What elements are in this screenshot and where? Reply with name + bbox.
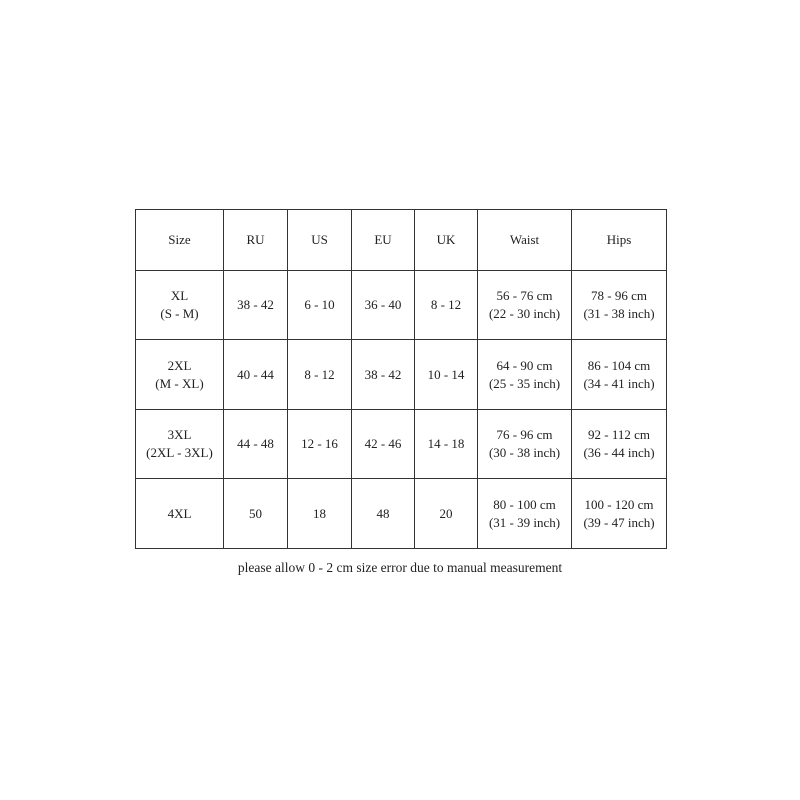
table-cell: 4XL bbox=[135, 478, 224, 549]
cell-text: (39 - 47 inch) bbox=[583, 514, 655, 530]
table-cell: 2XL (M - XL) bbox=[135, 339, 224, 410]
column-header: Hips bbox=[571, 209, 667, 271]
cell-text: 8 - 12 bbox=[304, 366, 335, 382]
cell-text: 14 - 18 bbox=[427, 436, 465, 451]
cell-text: 42 - 46 bbox=[364, 436, 402, 451]
cell-text: (36 - 44 inch) bbox=[583, 445, 655, 460]
cell-text: 38 - 42 bbox=[364, 366, 402, 382]
cell-text: (31 - 39 inch) bbox=[488, 514, 561, 530]
cell-text: (30 - 38 inch) bbox=[488, 445, 561, 460]
table-cell: 44 - 48 bbox=[223, 409, 288, 479]
cell-text: 56 - 76 cm bbox=[496, 288, 553, 303]
table-cell: 40 - 44 bbox=[223, 339, 288, 410]
column-header: Waist bbox=[477, 209, 572, 271]
cell-text: 12 - 16 bbox=[301, 436, 338, 451]
cell-text: (34 - 41 inch) bbox=[583, 375, 655, 391]
cell-text: 92 - 112 cm bbox=[588, 427, 650, 442]
cell-text: 6 - 10 bbox=[304, 297, 335, 312]
cell-text: 2XL bbox=[167, 357, 192, 373]
cell-text: 76 - 96 cm bbox=[496, 427, 553, 442]
cell-text: 18 bbox=[313, 505, 326, 521]
size-chart-table: Size RU US EU UK Waist Hips XL (S - M) 38 - 42 6 -… bbox=[135, 209, 667, 549]
cell-text: 100 - 120 cm bbox=[584, 496, 654, 512]
cell-text: 10 - 14 bbox=[427, 366, 465, 382]
table-cell: 56 - 76 cm (22 - 30 inch) bbox=[477, 270, 572, 340]
cell-text: 40 - 44 bbox=[237, 366, 274, 382]
table-cell: 38 - 42 bbox=[223, 270, 288, 340]
table-cell: XL (S - M) bbox=[135, 270, 224, 340]
table-cell: 80 - 100 cm (31 - 39 inch) bbox=[477, 478, 572, 549]
table-cell: 8 - 12 bbox=[414, 270, 478, 340]
table-cell: 64 - 90 cm (25 - 35 inch) bbox=[477, 339, 572, 410]
table-cell: 14 - 18 bbox=[414, 409, 478, 479]
table-cell: 92 - 112 cm (36 - 44 inch) bbox=[571, 409, 667, 479]
table-cell: 10 - 14 bbox=[414, 339, 478, 410]
table-cell: 8 - 12 bbox=[287, 339, 352, 410]
cell-text: 38 - 42 bbox=[237, 297, 274, 312]
header-row: Size RU US EU UK Waist Hips bbox=[135, 209, 667, 271]
cell-text: XL bbox=[170, 288, 189, 303]
table-row: XL (S - M) 38 - 42 6 - 10 36 - 40 8 - 12 56 - … bbox=[135, 270, 667, 340]
table-row: 4XL 50 18 48 20 80 - 100 cm (31 - 39 inch) 100 … bbox=[135, 478, 667, 549]
table-cell: 78 - 96 cm (31 - 38 inch) bbox=[571, 270, 667, 340]
column-header: Size bbox=[135, 209, 224, 271]
cell-text: 4XL bbox=[167, 505, 192, 521]
cell-text: 48 bbox=[376, 505, 390, 521]
cell-text: 44 - 48 bbox=[237, 436, 274, 451]
cell-text: 86 - 104 cm bbox=[587, 357, 651, 373]
cell-text: 8 - 12 bbox=[430, 297, 462, 312]
cell-text: 20 bbox=[439, 505, 453, 521]
table-cell: 38 - 42 bbox=[351, 339, 415, 410]
table-cell: 76 - 96 cm (30 - 38 inch) bbox=[477, 409, 572, 479]
table-cell: 86 - 104 cm (34 - 41 inch) bbox=[571, 339, 667, 410]
table-cell: 18 bbox=[287, 478, 352, 549]
cell-text: (M - XL) bbox=[155, 375, 204, 391]
cell-text: (S - M) bbox=[160, 306, 199, 321]
cell-text: 3XL bbox=[167, 427, 192, 442]
measurement-note: please allow 0 - 2 cm size error due to … bbox=[237, 560, 563, 575]
table-cell: 3XL (2XL - 3XL) bbox=[135, 409, 224, 479]
cell-text: 80 - 100 cm bbox=[493, 496, 556, 512]
column-header: US bbox=[287, 209, 352, 271]
table-cell: 42 - 46 bbox=[351, 409, 415, 479]
table-cell: 6 - 10 bbox=[287, 270, 352, 340]
cell-text: (2XL - 3XL) bbox=[146, 445, 213, 460]
table-cell: 12 - 16 bbox=[287, 409, 352, 479]
table-cell: 48 bbox=[351, 478, 415, 549]
table-cell: 36 - 40 bbox=[351, 270, 415, 340]
cell-text: (31 - 38 inch) bbox=[583, 306, 655, 321]
cell-text: (25 - 35 inch) bbox=[488, 375, 561, 391]
table-cell: 50 bbox=[223, 478, 288, 549]
cell-text: 64 - 90 cm bbox=[496, 357, 553, 373]
column-header: EU bbox=[351, 209, 415, 271]
cell-text: 36 - 40 bbox=[364, 297, 402, 312]
table-row: 3XL (2XL - 3XL) 44 - 48 12 - 16 42 - 46 14 - … bbox=[135, 409, 667, 479]
column-header: UK bbox=[414, 209, 478, 271]
table-cell: 20 bbox=[414, 478, 478, 549]
column-header: RU bbox=[223, 209, 288, 271]
cell-text: (22 - 30 inch) bbox=[488, 306, 561, 321]
table-row: 2XL (M - XL) 40 - 44 8 - 12 38 - 42 10 - 14 64… bbox=[135, 339, 667, 410]
table-cell: 100 - 120 cm (39 - 47 inch) bbox=[571, 478, 667, 549]
cell-text: 78 - 96 cm bbox=[591, 288, 647, 303]
cell-text: 50 bbox=[249, 505, 262, 521]
